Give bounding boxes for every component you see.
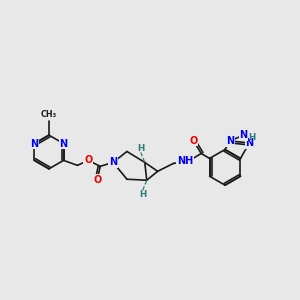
- Text: N: N: [245, 138, 253, 148]
- Text: H: H: [137, 144, 144, 153]
- Text: H: H: [139, 190, 146, 199]
- Text: H: H: [249, 133, 256, 142]
- Text: O: O: [189, 136, 197, 146]
- Text: NH: NH: [177, 156, 194, 167]
- Text: O: O: [84, 155, 92, 165]
- Text: N: N: [30, 139, 38, 148]
- Text: N: N: [59, 139, 68, 148]
- Text: N: N: [240, 130, 248, 140]
- Text: CH₃: CH₃: [41, 110, 57, 119]
- Text: N: N: [109, 158, 117, 167]
- Text: N: N: [226, 136, 234, 146]
- Text: O: O: [93, 175, 101, 185]
